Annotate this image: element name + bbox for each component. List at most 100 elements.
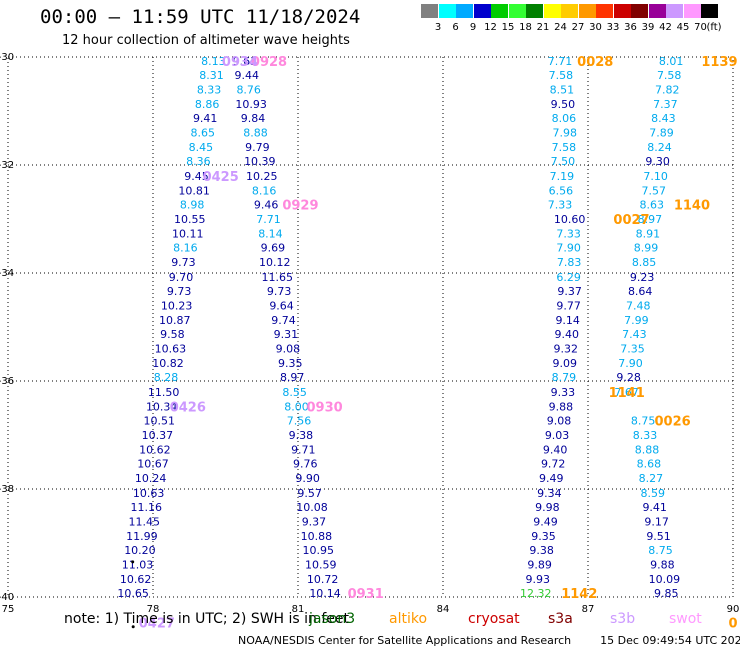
data-value-label: 10.87 — [159, 314, 191, 327]
legend-swatch — [543, 4, 561, 18]
data-value-label: 7.89 — [649, 127, 674, 140]
legend-tick-label: 15 — [501, 22, 515, 33]
x-tick-label: 84 — [437, 604, 450, 615]
data-value-label: 8.01 — [659, 55, 684, 68]
data-value-label: 7.58 — [549, 69, 574, 82]
legend-tick-label: 18 — [519, 22, 532, 33]
data-value-label: 7.71 — [256, 213, 281, 226]
data-value-label: 8.14 — [258, 228, 283, 241]
data-value-label: 8.88 — [635, 444, 660, 457]
credit-timestamp: 15 Dec 09:49:54 UTC 2024 — [600, 634, 740, 647]
data-value-label: 10.34 — [146, 400, 178, 413]
data-value-label: 9.72 — [541, 458, 566, 471]
legend-swatch — [561, 4, 578, 18]
time-stamp-label: 1142 — [561, 587, 597, 602]
satellite-label-swot: swot — [669, 611, 702, 627]
time-stamp-label: 0027 — [613, 213, 649, 228]
data-value-label: 7.58 — [552, 141, 577, 154]
data-value-label: 9.77 — [556, 299, 581, 312]
time-stamp-label: 1140 — [674, 198, 710, 213]
data-value-label: 8.28 — [154, 371, 179, 384]
data-value-label: 7.71 — [548, 55, 573, 68]
legend-tick-label: 24 — [554, 22, 567, 33]
satellite-label-s3b: s3b — [610, 611, 636, 627]
data-value-label: 9.37 — [302, 515, 327, 528]
y-tick-label: -38 — [0, 484, 14, 495]
time-stamp-label: 0931 — [348, 587, 384, 602]
data-value-label: 9.98 — [535, 501, 560, 514]
legend-tick-label: 30 — [589, 22, 602, 33]
data-value-label: 9.85 — [654, 587, 679, 600]
data-value-label: 7.48 — [626, 299, 651, 312]
data-value-label: 10.25 — [246, 170, 278, 183]
data-value-label: 10.55 — [174, 213, 206, 226]
data-value-label: 7.37 — [653, 98, 678, 111]
data-value-label: 9.34 — [537, 487, 562, 500]
legend-tick-label: 21 — [536, 22, 550, 33]
data-value-label: 10.60 — [554, 213, 586, 226]
data-value-label: 9.93 — [525, 573, 550, 586]
data-value-label: 7.33 — [556, 228, 581, 241]
legend-swatch — [631, 4, 648, 18]
data-value-label: 9.30 — [645, 155, 670, 168]
legend-tick-label: 9 — [469, 22, 477, 33]
data-value-label: 7.83 — [557, 256, 582, 269]
time-stamp-label: 0930 — [306, 400, 342, 415]
data-value-label: 9.84 — [241, 112, 266, 125]
data-value-label: 7.58 — [657, 69, 682, 82]
data-value-label: 8.68 — [637, 458, 662, 471]
data-value-label: 8.33 — [633, 429, 658, 442]
data-value-label: 7.50 — [551, 155, 576, 168]
data-value-label: 7.10 — [643, 170, 668, 183]
data-value-label: 9.38 — [289, 429, 314, 442]
data-value-label: 7.99 — [624, 314, 649, 327]
data-value-label: 10.51 — [144, 414, 176, 427]
data-value-label: 8.97 — [638, 213, 663, 226]
time-stamp-label: 0928 — [251, 55, 287, 70]
data-value-label: 9.35 — [278, 357, 303, 370]
data-value-label: 11.03 — [122, 559, 154, 572]
y-tick-label: -36 — [0, 376, 14, 387]
data-value-label: 9.14 — [555, 314, 580, 327]
satellite-label-cryosat: cryosat — [468, 611, 520, 627]
data-dot — [131, 625, 135, 629]
data-value-label: 8.75 — [648, 544, 673, 557]
data-value-label: 9.03 — [545, 429, 570, 442]
data-value-label: 9.76 — [293, 458, 318, 471]
data-value-label: 9.28 — [616, 371, 641, 384]
data-value-label: 9.51 — [646, 530, 671, 543]
data-value-label: 8.51 — [550, 83, 575, 96]
y-tick-label: -40 — [0, 592, 14, 603]
satellite-label-jason3: jason3 — [309, 611, 356, 627]
data-value-label: 9.58 — [160, 328, 185, 341]
data-value-label: 7.98 — [553, 127, 578, 140]
credit-org: NOAA/NESDIS Center for Satellite Applica… — [238, 634, 572, 647]
x-tick-label: 78 — [147, 604, 160, 615]
data-value-label: 9.79 — [245, 141, 270, 154]
data-value-label: 10.72 — [307, 573, 339, 586]
data-value-label: 8.97 — [280, 371, 305, 384]
data-value-label: 9.89 — [527, 559, 552, 572]
y-tick-label: -32 — [0, 160, 14, 171]
data-value-label: 9.88 — [549, 400, 574, 413]
data-value-label: 9.64 — [269, 299, 294, 312]
data-value-label: 10.39 — [244, 155, 276, 168]
data-value-label: 10.62 — [120, 573, 152, 586]
data-value-label: 8.00 — [284, 400, 309, 413]
data-value-label: 9.35 — [531, 530, 556, 543]
legend-swatch — [508, 4, 526, 18]
data-value-label: 9.71 — [291, 444, 316, 457]
time-stamp-label: 1139 — [701, 55, 737, 70]
satellite-label-s3a: s3a — [548, 611, 573, 627]
data-value-label: 10.82 — [152, 357, 184, 370]
data-value-label: 9.74 — [271, 314, 296, 327]
data-value-label: 9.40 — [554, 328, 579, 341]
legend-swatch — [473, 4, 491, 18]
data-value-label: 10.59 — [305, 559, 337, 572]
data-value-label: 9.08 — [547, 414, 572, 427]
data-value-label: 7.33 — [548, 198, 573, 211]
data-value-label: 8.98 — [180, 198, 205, 211]
time-stamp-label: 0929 — [282, 198, 318, 213]
data-value-label: 10.12 — [259, 256, 291, 269]
data-value-label: 9.17 — [644, 515, 669, 528]
